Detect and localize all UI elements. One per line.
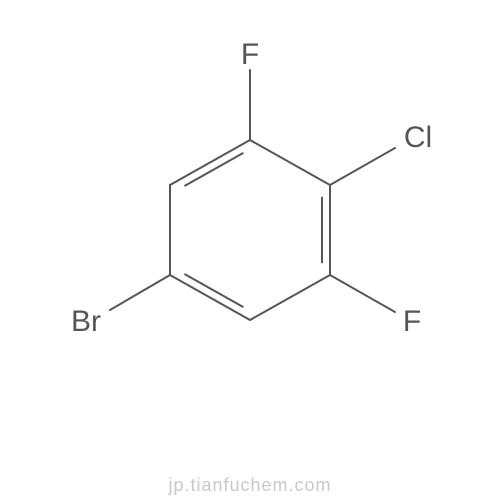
atom-label-f: F [403, 305, 421, 339]
watermark-text: jp.tianfuchem.com [168, 475, 331, 496]
atom-label-br: Br [71, 305, 101, 339]
atom-label-f: F [241, 38, 259, 72]
atom-label-cl: Cl [404, 121, 432, 155]
molecule-diagram: F Cl F Br jp.tianfuchem.com [0, 0, 500, 500]
bond-lines [0, 0, 500, 500]
